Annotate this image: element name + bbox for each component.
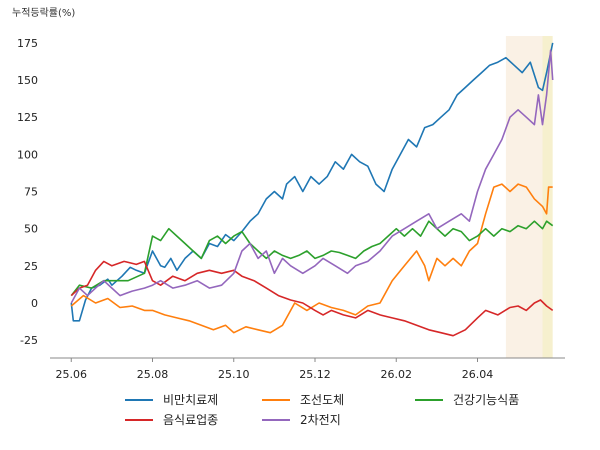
x-tick-label: 25.06 [56,368,88,381]
series-line-4 [70,49,554,304]
y-axis-title: 누적등락률(%) [12,7,75,19]
x-tick-label: 25.08 [137,368,169,381]
highlight-regions [505,36,553,358]
x-tick-label: 26.02 [381,368,413,381]
y-tick-label: 150 [17,74,38,87]
legend-label: 건강기능식품 [453,393,519,407]
legend-label: 조선도체 [300,393,344,407]
legend-label: 비만치료제 [163,393,218,407]
y-tick-labels: -25 0 25 50 75 100 125 150 175 [17,37,38,347]
x-tick-label: 25.10 [218,368,250,381]
series-line-3 [70,260,554,337]
legend-label: 2차전지 [300,413,341,427]
y-tick-label: 100 [17,148,38,161]
y-tick-label: 75 [24,186,38,199]
x-tick-label: 25.12 [299,368,331,381]
x-tick-labels: 25.06 25.08 25.10 25.12 26.02 26.04 [56,358,494,381]
series-line-1 [70,183,553,334]
y-tick-label: 50 [24,223,38,236]
y-tick-label: 0 [31,297,38,310]
x-tick-label: 26.04 [462,368,494,381]
series-line-0 [70,42,554,322]
highlight-region-0 [505,36,543,358]
series-lines [70,42,554,337]
legend-label: 음식료업종 [163,413,218,427]
y-tick-label: -25 [20,334,38,347]
y-tick-label: 175 [17,37,38,50]
y-tick-label: 25 [24,260,38,273]
series-line-2 [70,220,554,297]
y-tick-label: 125 [17,111,38,124]
